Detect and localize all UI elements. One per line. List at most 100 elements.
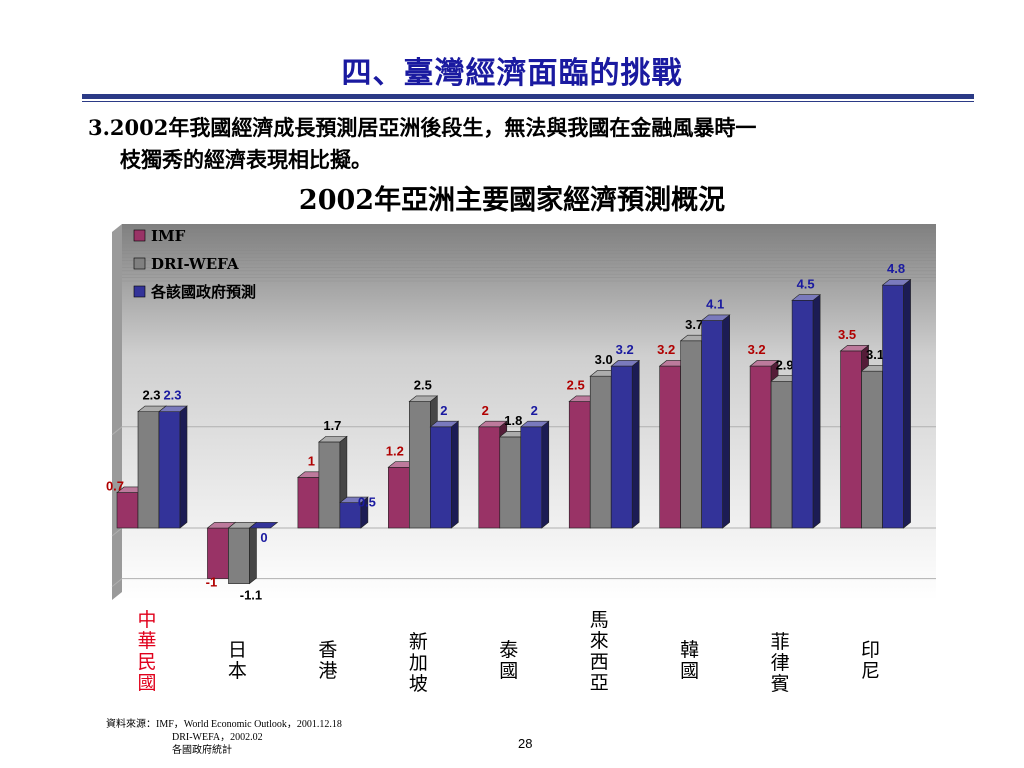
body-line-1: 3.2002年我國經濟成長預測居亞洲後段生，無法與我國在金融風暴時一 xyxy=(88,115,757,140)
bar-front xyxy=(568,401,591,529)
data-label-1-8: 3.2 xyxy=(748,342,766,357)
data-label-3-7: 4.1 xyxy=(706,297,724,312)
bar-top xyxy=(700,314,731,321)
bar-side xyxy=(903,278,911,529)
bar-side xyxy=(179,405,188,529)
bar-front xyxy=(228,527,250,584)
bar-top xyxy=(429,420,460,428)
data-label-3-9: 4.8 xyxy=(887,261,905,276)
data-label-2-5: 1.8 xyxy=(504,413,522,428)
legend-label-3: 各該國政府預測 xyxy=(150,283,256,301)
data-label-3-5: 2 xyxy=(531,403,538,418)
data-label-1-9: 3.5 xyxy=(838,327,856,342)
bar-side xyxy=(631,359,640,529)
category-label-6: 馬來西亞 xyxy=(590,609,612,694)
category-label-7: 韓國 xyxy=(680,639,702,682)
bar-front xyxy=(520,426,543,529)
bar-2-2 xyxy=(227,521,258,585)
data-label-1-4: 1.2 xyxy=(386,443,404,458)
legend-label-2: DRI-WEFA xyxy=(151,255,239,273)
source-line-3: 各國政府統計 xyxy=(172,745,232,756)
data-label-1-2: -1 xyxy=(206,575,218,590)
bar-front xyxy=(589,375,612,529)
data-label-1-3: 1 xyxy=(308,453,315,468)
bar-side xyxy=(541,420,550,529)
source-line-1: 資料來源：IMF，World Economic Outlook，2001.12.… xyxy=(106,719,342,730)
data-label-3-2: 0 xyxy=(260,530,267,545)
data-label-3-4: 2 xyxy=(440,403,447,418)
bar-front xyxy=(207,527,229,579)
bar-front xyxy=(749,365,772,529)
bar-top xyxy=(839,344,870,352)
data-label-1-6: 2.5 xyxy=(567,378,585,393)
data-label-2-1: 2.3 xyxy=(142,388,160,403)
data-label-2-8: 2.9 xyxy=(776,357,794,372)
data-label-2-3: 1.7 xyxy=(323,418,341,433)
category-label-3: 香港 xyxy=(318,639,340,682)
data-label-1-1: 0.7 xyxy=(106,479,124,494)
bar-front xyxy=(430,426,452,529)
data-label-3-3: 0.5 xyxy=(358,495,376,510)
data-label-3-1: 2.3 xyxy=(163,388,181,403)
bar-front xyxy=(137,411,160,529)
data-label-3-8: 4.5 xyxy=(797,276,815,291)
data-label-1-7: 3.2 xyxy=(657,342,675,357)
body-line-2: 枝獨秀的經濟表現相比擬。 xyxy=(120,147,372,172)
bar-3-2 xyxy=(248,522,279,529)
data-label-2-4: 2.5 xyxy=(414,378,432,393)
bar-side xyxy=(249,521,257,585)
bar-front xyxy=(318,441,341,529)
chart-title: 2002年亞洲主要國家經濟預測概況 xyxy=(298,185,726,216)
category-label-5: 泰國 xyxy=(499,639,521,682)
bar-side xyxy=(722,314,730,529)
bar-front xyxy=(158,411,181,529)
body-text: 3.2002年我國經濟成長預測居亞洲後段生，無法與我國在金融風暴時一 枝獨秀的經… xyxy=(88,112,988,176)
slide-title: 四、臺灣經濟面臨的挑戰 xyxy=(341,56,683,91)
bar-top xyxy=(408,395,439,402)
gridline xyxy=(111,578,936,587)
bar-top xyxy=(881,279,912,286)
data-label-2-6: 3.0 xyxy=(595,352,613,367)
data-label-2-9: 3.1 xyxy=(866,347,884,362)
bar-front xyxy=(791,299,814,529)
category-label-9: 印尼 xyxy=(861,639,883,682)
source-note: 資料來源：IMF，World Economic Outlook，2001.12.… xyxy=(106,718,342,757)
bar-front xyxy=(659,365,681,529)
bar-2-3 xyxy=(318,435,348,529)
bar-3-5 xyxy=(519,420,550,529)
bar-3-4 xyxy=(429,420,460,529)
bar-front xyxy=(499,436,522,529)
category-label-8: 菲律賓 xyxy=(771,631,793,695)
bar-front xyxy=(610,365,633,529)
bar-top xyxy=(318,436,348,443)
bar-3-1 xyxy=(158,405,188,529)
bar-front xyxy=(701,320,723,529)
bar-top xyxy=(749,360,779,367)
bar-top xyxy=(610,360,641,367)
bar-top xyxy=(248,522,279,529)
legend-swatch-2 xyxy=(133,257,146,270)
bar-front xyxy=(680,340,702,529)
bar-3-6 xyxy=(610,359,641,529)
data-label-2-7: 3.7 xyxy=(685,317,703,332)
bar-side xyxy=(451,420,459,529)
bar-front xyxy=(840,350,862,529)
bar-front xyxy=(882,284,904,529)
category-label-1: 中華民國 xyxy=(137,609,159,694)
bar-front xyxy=(116,492,139,529)
bar-top xyxy=(791,294,821,301)
category-label-2: 日本 xyxy=(228,639,250,682)
bar-3-8 xyxy=(791,294,821,529)
legend-swatch-3 xyxy=(133,285,146,298)
bar-front xyxy=(861,370,883,529)
bar-front xyxy=(770,380,793,529)
legend-swatch-1 xyxy=(133,229,146,242)
bar-top xyxy=(339,496,369,504)
bar-3-3 xyxy=(339,496,369,529)
title-rule-thin xyxy=(82,101,974,102)
bar-top xyxy=(519,420,550,428)
bar-front xyxy=(297,477,320,529)
bar-front xyxy=(409,401,431,529)
source-line-2: DRI-WEFA，2002.02 xyxy=(172,732,263,743)
